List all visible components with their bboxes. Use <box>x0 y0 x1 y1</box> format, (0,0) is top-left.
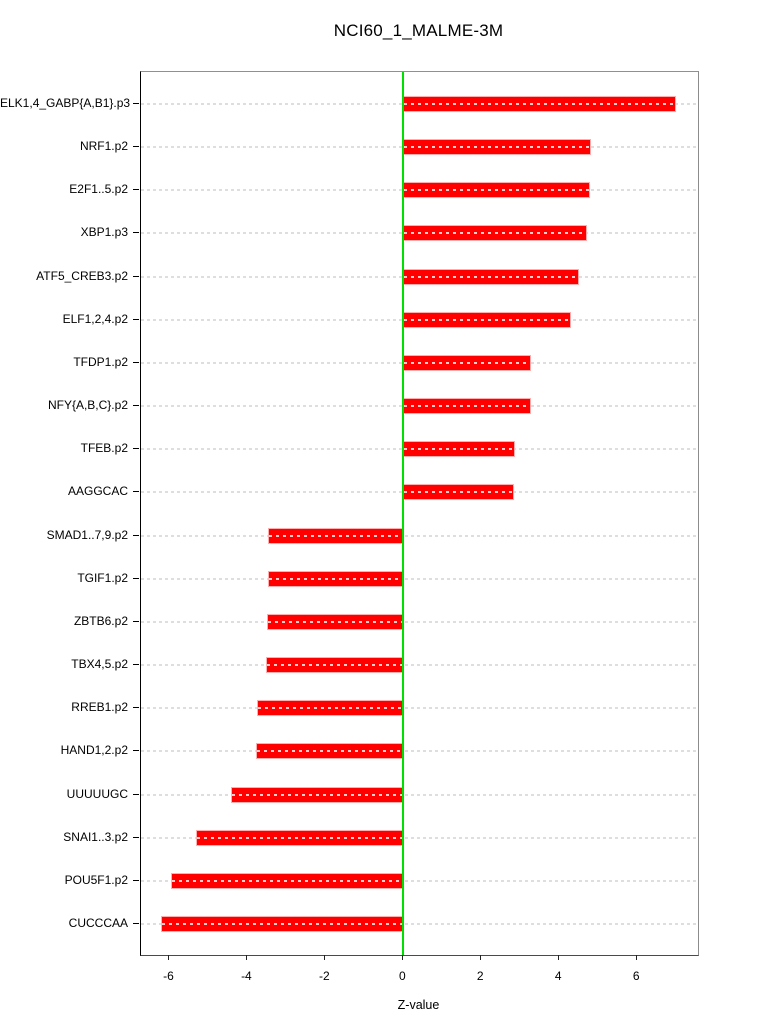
row-gridline <box>141 707 698 710</box>
y-tick-mark <box>133 103 139 104</box>
bar <box>171 872 404 889</box>
y-tick-mark <box>133 405 139 407</box>
bar <box>255 743 404 760</box>
y-axis-label: SMAD1..7,9.p2 <box>46 527 128 542</box>
bar <box>403 441 515 458</box>
y-tick-mark <box>133 793 139 795</box>
y-axis-label: CUCCCAA <box>68 916 128 931</box>
bar <box>266 657 404 674</box>
x-tick-mark <box>480 955 482 960</box>
row-gridline <box>141 923 698 926</box>
y-tick-mark <box>133 664 139 666</box>
y-axis-label: TGIF1.p2 <box>77 570 128 585</box>
bar <box>231 786 404 803</box>
y-axis-label: AAGGCAC <box>67 484 128 499</box>
y-axis-label: ZBTB6.p2 <box>73 613 128 628</box>
y-axis-label: TFEB.p2 <box>80 441 128 456</box>
zero-line <box>402 72 405 955</box>
y-axis-label: POU5F1.p2 <box>64 872 128 887</box>
bar <box>403 225 587 242</box>
bar <box>160 916 404 933</box>
x-tick-mark <box>246 955 248 960</box>
row-gridline <box>141 664 698 667</box>
y-tick-mark <box>133 361 139 363</box>
y-tick-mark <box>133 189 139 191</box>
y-tick-mark <box>133 750 139 752</box>
bar <box>403 182 591 199</box>
y-tick-mark <box>133 491 139 493</box>
x-tick-label: 4 <box>554 969 562 983</box>
y-axis-label: TBX4,5.p2 <box>71 657 128 672</box>
y-tick-mark <box>133 879 139 881</box>
y-axis-label: HAND1,2.p2 <box>60 743 128 758</box>
y-tick-mark <box>133 275 139 277</box>
y-axis-label: ATF5_CREB3.p2 <box>36 268 128 283</box>
row-gridline <box>141 620 698 623</box>
x-tick-mark <box>636 955 638 960</box>
y-axis-label: XBP1.p3 <box>80 225 128 240</box>
x-tick-label: -6 <box>163 969 174 983</box>
x-tick-label: 6 <box>632 969 640 983</box>
y-tick-mark <box>133 620 139 622</box>
y-tick-mark <box>133 448 139 450</box>
y-axis-label: RREB1.p2 <box>71 700 128 715</box>
x-axis-title: Z-value <box>397 998 440 1012</box>
y-axis-label: NRF1.p2 <box>79 139 128 154</box>
y-tick-mark <box>133 577 139 579</box>
y-tick-mark <box>133 146 139 148</box>
bar <box>403 96 677 112</box>
x-tick-label: 2 <box>476 969 484 983</box>
x-tick-mark <box>402 955 404 960</box>
row-gridline <box>141 879 698 882</box>
x-tick-label: 0 <box>398 969 406 983</box>
x-tick-label: -2 <box>319 969 330 983</box>
y-axis-label: SNAI1..3.p2 <box>63 829 128 844</box>
y-axis-label: TFDP1.p2 <box>73 354 128 369</box>
row-gridline <box>141 577 698 580</box>
y-axis-label: ELF1,2,4.p2 <box>62 311 128 326</box>
bar <box>403 484 515 501</box>
y-axis-label: UUUUUGC <box>66 786 128 801</box>
row-gridline <box>141 750 698 753</box>
bar <box>268 527 404 544</box>
bar <box>257 700 404 717</box>
y-axis-label: ELK1,4_GABP{A,B1}.p3 <box>0 96 131 110</box>
bar <box>403 139 592 156</box>
y-tick-mark <box>133 232 139 234</box>
y-tick-mark <box>133 534 139 536</box>
y-axis-label: NFY{A,B,C}.p2 <box>47 398 128 413</box>
y-axis-label: E2F1..5.p2 <box>69 182 128 197</box>
y-tick-mark <box>133 836 139 838</box>
bar <box>403 354 532 371</box>
row-gridline <box>141 793 698 796</box>
bar <box>403 398 531 415</box>
x-tick-label: -4 <box>241 969 252 983</box>
row-gridline <box>141 836 698 839</box>
row-gridline <box>141 534 698 537</box>
bar <box>403 311 571 328</box>
y-tick-mark <box>133 707 139 709</box>
x-tick-mark <box>558 955 560 960</box>
bar <box>403 268 579 285</box>
plot-area <box>140 71 699 956</box>
bar <box>195 829 404 846</box>
y-tick-mark <box>133 318 139 320</box>
y-tick-mark <box>133 923 139 925</box>
bar <box>268 570 404 587</box>
x-tick-mark <box>168 955 170 960</box>
chart-title: NCI60_1_MALME-3M <box>333 21 504 40</box>
bar <box>266 613 404 630</box>
x-tick-mark <box>324 955 326 960</box>
